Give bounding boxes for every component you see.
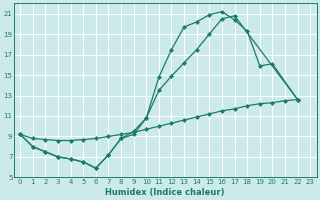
X-axis label: Humidex (Indice chaleur): Humidex (Indice chaleur) [106,188,225,197]
